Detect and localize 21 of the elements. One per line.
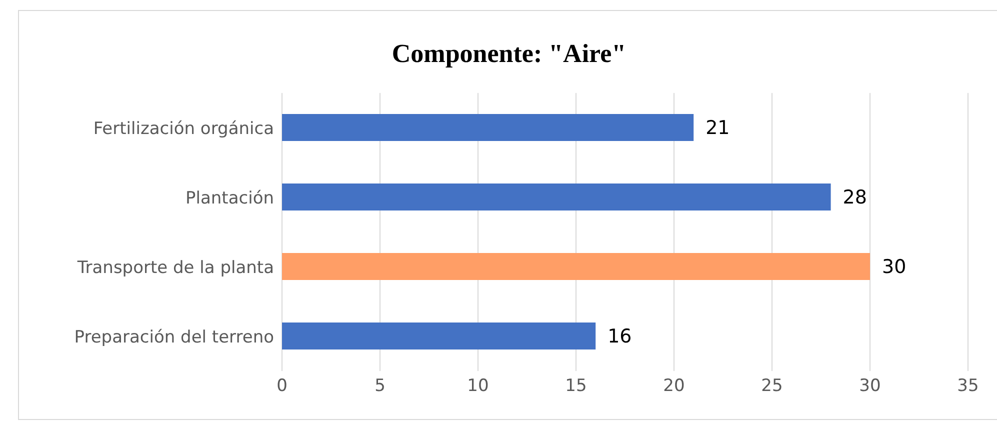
data-label: 16 [608, 326, 632, 348]
chart-title: Componente: "Aire" [390, 39, 628, 69]
x-tick-label: 20 [663, 376, 685, 396]
y-tick-label: Fertilización orgánica [93, 118, 274, 139]
y-tick-label: Plantación [186, 188, 274, 208]
bar [282, 253, 870, 280]
bar [282, 184, 831, 210]
x-tick-label: 35 [957, 376, 979, 396]
data-label: 21 [706, 117, 730, 140]
x-tick-label: 30 [859, 376, 881, 396]
y-tick-label: Preparación del terreno [74, 327, 274, 348]
x-tick-label: 15 [565, 376, 587, 396]
bar [282, 322, 596, 350]
x-tick-label: 0 [276, 376, 288, 396]
x-tick-label: 25 [761, 376, 783, 396]
bar [282, 114, 694, 141]
data-label: 30 [882, 256, 906, 278]
data-label: 28 [842, 186, 867, 209]
x-tick-label: 5 [374, 376, 386, 396]
x-tick-label: 10 [467, 376, 489, 396]
y-tick-label: Transporte de la planta [76, 258, 274, 278]
